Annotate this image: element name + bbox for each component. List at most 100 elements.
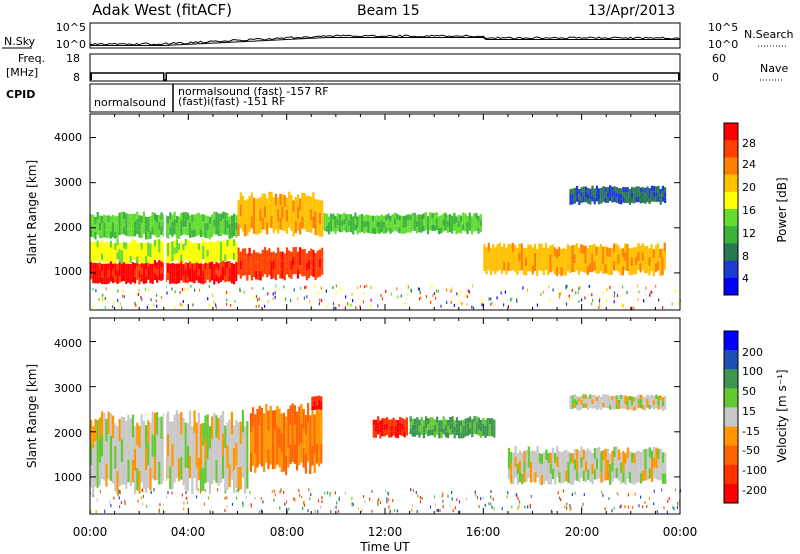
heatmap-cell: [134, 246, 137, 254]
heatmap-cell: [182, 227, 185, 235]
heatmap-cell: [140, 215, 143, 224]
heatmap-cell: [215, 227, 218, 235]
scatter-point: [667, 499, 669, 503]
heatmap-cell: [657, 448, 660, 460]
colorbar-swatch: [724, 483, 738, 504]
heatmap-cell: [382, 221, 386, 228]
scatter-point: [627, 493, 629, 497]
heatmap-cell: [418, 220, 421, 227]
heatmap-cell: [184, 467, 187, 491]
heatmap-cell: [639, 263, 642, 273]
heatmap-cell: [103, 229, 106, 238]
heatmap-cell: [440, 432, 443, 439]
heatmap-cell: [98, 269, 101, 277]
heatmap-cell: [648, 457, 651, 469]
heatmap-cell: [107, 411, 110, 435]
heatmap-cell: [540, 453, 544, 465]
heatmap-cell: [211, 248, 214, 255]
heatmap-cell: [131, 239, 134, 246]
heatmap-cell: [287, 428, 290, 449]
heatmap-cell: [532, 471, 535, 483]
heatmap-cell: [296, 260, 300, 270]
heatmap-cell: [631, 452, 634, 463]
heatmap-cell: [92, 471, 95, 494]
heatmap-cell: [118, 269, 121, 276]
heatmap-cell: [263, 413, 266, 433]
scatter-point: [458, 293, 460, 297]
scatter-point: [575, 291, 577, 295]
heatmap-cell: [200, 446, 203, 469]
heatmap-cell: [597, 255, 600, 265]
heatmap-cell: [444, 419, 447, 426]
scatter-point: [646, 505, 648, 508]
heatmap-cell: [595, 447, 599, 459]
heatmap-cell: [114, 275, 117, 283]
heatmap-cell: [449, 429, 452, 436]
heatmap-cell: [285, 265, 289, 275]
scatter-point: [141, 298, 143, 302]
scatter-point: [377, 502, 379, 506]
scatter-point: [642, 505, 644, 509]
heatmap-cell: [285, 455, 288, 476]
scatter-point: [317, 499, 320, 503]
heatmap-cell: [211, 438, 214, 462]
heatmap-cell: [239, 204, 242, 217]
heatmap-cell: [162, 259, 165, 267]
heatmap-cell: [613, 395, 616, 401]
heatmap-cell: [200, 423, 203, 447]
heatmap-cell: [602, 191, 605, 197]
heatmap-cell: [453, 432, 456, 439]
heatmap-cell: [269, 425, 272, 446]
heatmap-cell: [469, 428, 472, 435]
heatmap-cell: [153, 259, 156, 267]
heatmap-cell: [483, 262, 486, 271]
heatmap-cell: [292, 247, 295, 257]
heatmap-cell: [626, 243, 629, 253]
heatmap-cell: [655, 394, 658, 400]
heatmap-cell: [379, 420, 382, 427]
heatmap-cell: [593, 469, 596, 480]
heatmap-cell: [90, 241, 93, 249]
scatter-point: [515, 493, 517, 497]
scatter-point: [432, 293, 434, 297]
heatmap-cell: [564, 266, 567, 276]
scatter-point: [609, 285, 611, 289]
scatter-point: [237, 488, 240, 492]
heatmap-cell: [252, 197, 256, 210]
heatmap-cell: [630, 257, 633, 267]
scatter-point: [226, 302, 228, 306]
heatmap-cell: [624, 404, 627, 409]
scatter-point: [649, 293, 651, 297]
heatmap-cell: [609, 405, 612, 410]
heatmap-cell: [208, 231, 211, 240]
heatmap-cell: [173, 247, 176, 255]
heatmap-cell: [615, 457, 618, 468]
heatmap-cell: [558, 265, 561, 275]
heatmap-cell: [385, 226, 388, 233]
heatmap-cell: [365, 220, 368, 227]
heatmap-cell: [330, 219, 333, 226]
heatmap-cell: [235, 465, 238, 488]
scatter-point: [506, 495, 508, 499]
scatter-point: [326, 305, 328, 308]
heatmap-cell: [587, 405, 590, 410]
heatmap-cell: [175, 263, 178, 271]
scatter-point: [137, 292, 139, 296]
heatmap-cell: [169, 444, 172, 467]
heatmap-cell: [153, 228, 156, 236]
heatmap-cell: [464, 219, 467, 226]
heatmap-cell: [582, 470, 585, 482]
heatmap-cell: [422, 420, 425, 427]
heatmap-cell: [510, 452, 513, 463]
heatmap-cell: [606, 187, 609, 193]
heatmap-cell: [145, 224, 148, 232]
heatmap-cell: [120, 250, 123, 258]
heatmap-cell: [611, 471, 614, 483]
scatter-point: [118, 490, 121, 494]
heatmap-cell: [532, 450, 535, 461]
heatmap-cell: [525, 471, 528, 482]
xtick-1: 04:00: [171, 525, 206, 539]
heatmap-cell: [318, 447, 321, 467]
heatmap-cell: [396, 426, 400, 433]
scatter-point: [262, 500, 264, 504]
